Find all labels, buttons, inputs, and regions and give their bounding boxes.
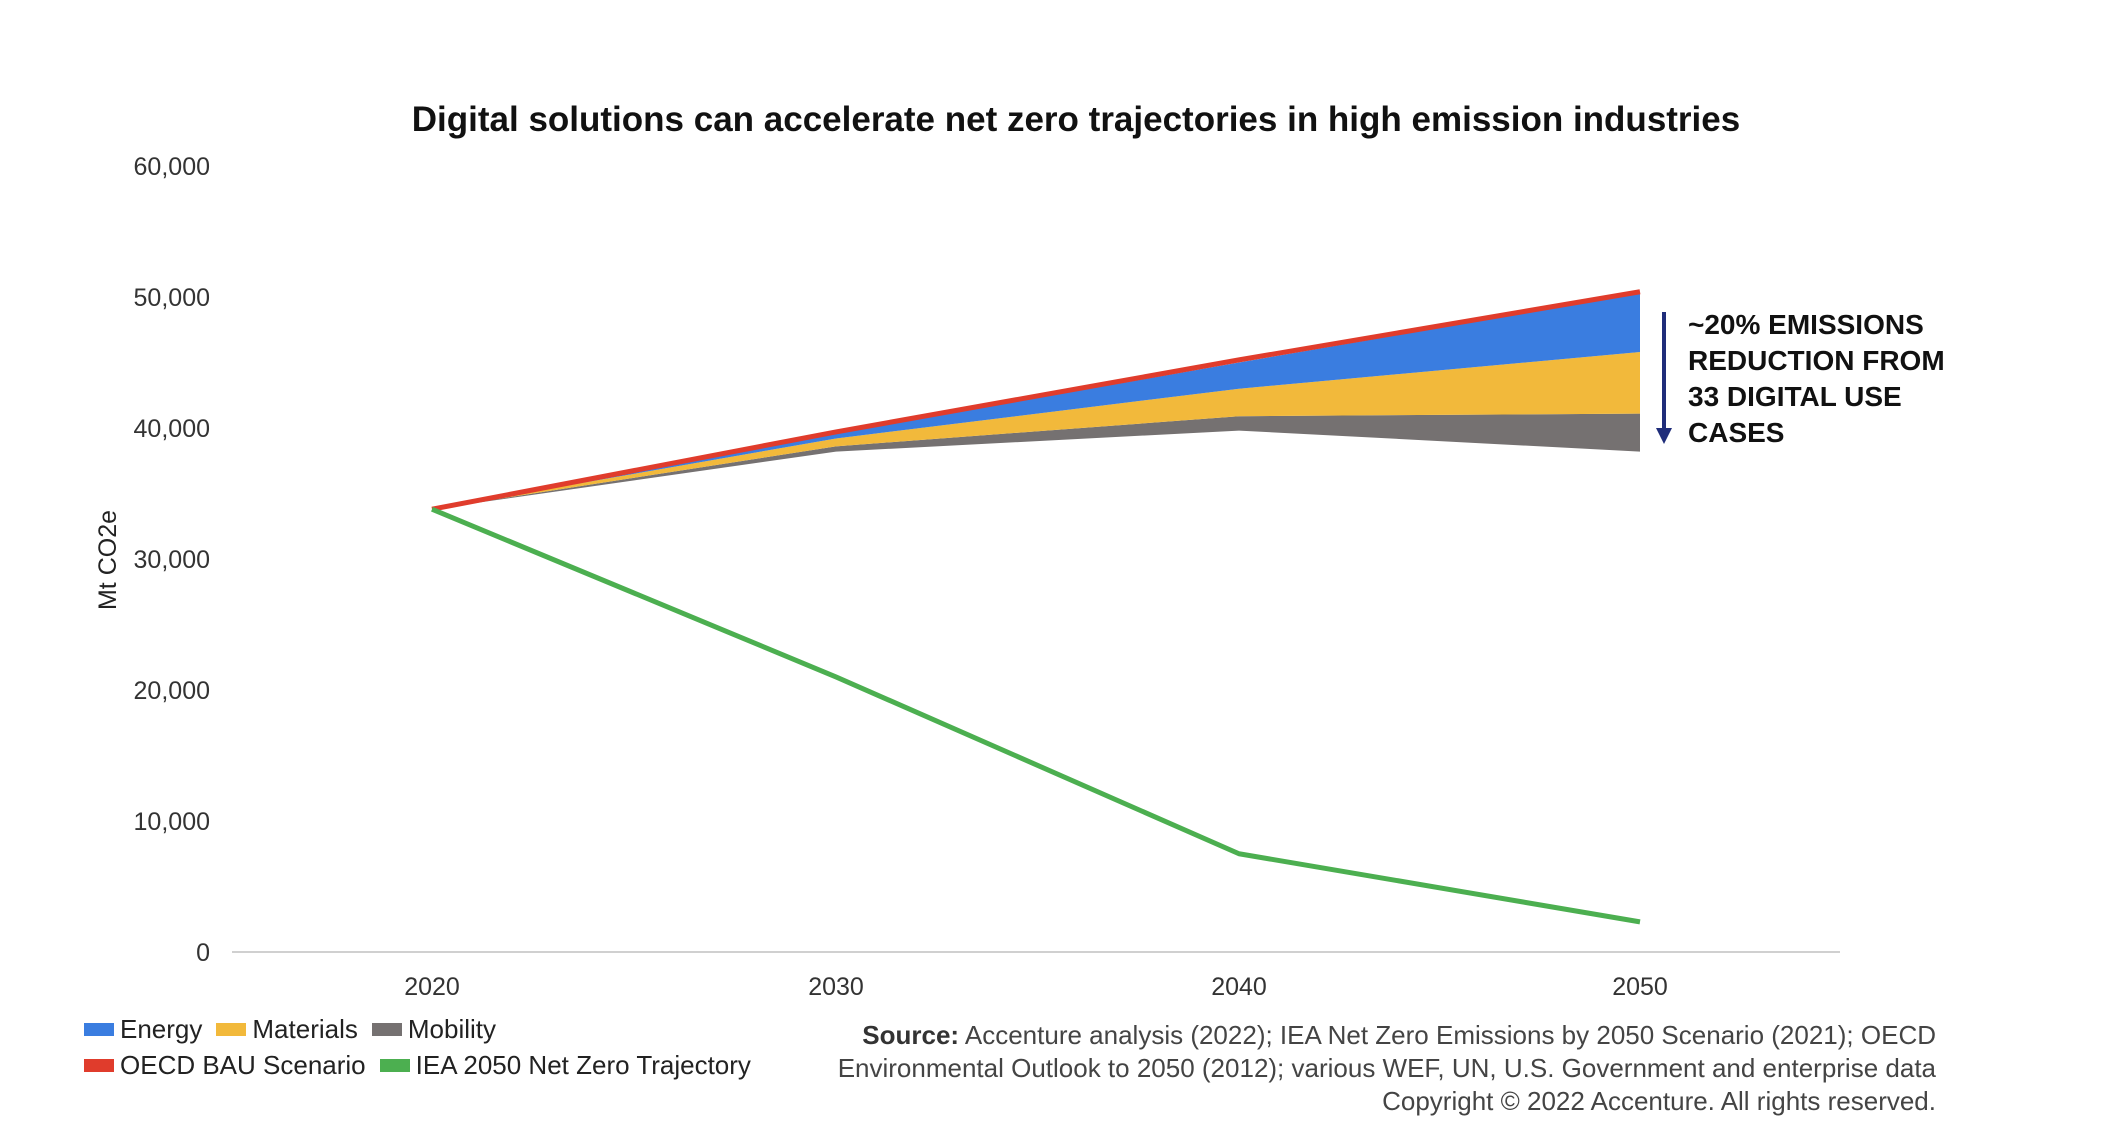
x-tick-label: 2020: [404, 973, 460, 1001]
annotation-arrowhead: [1656, 428, 1672, 444]
legend-row: Energy Materials Mobility: [84, 1012, 804, 1046]
y-tick-label: 50,000: [134, 284, 210, 312]
source-text-1: Accenture analysis (2022); IEA Net Zero …: [964, 1020, 1936, 1050]
x-tick-label: 2040: [1211, 973, 1267, 1001]
y-axis-ticks: 0 10,000 20,000 30,000 40,000 50,000 60,000: [134, 153, 210, 967]
copyright-line: Copyright © 2022 Accenture. All rights r…: [1382, 1086, 1936, 1116]
annotation-text-line: ~20% EMISSIONS: [1688, 309, 1924, 340]
annotation-text-line: CASES: [1688, 417, 1784, 448]
area-materials: [432, 352, 1640, 510]
source-line-2: Environmental Outlook to 2050 (2012); va…: [837, 1053, 1936, 1083]
annotation-text-line: 33 DIGITAL USE: [1688, 381, 1902, 412]
x-tick-label: 2050: [1612, 973, 1668, 1001]
chart-title: Digital solutions can accelerate net zer…: [412, 100, 1740, 139]
legend: Energy Materials Mobility OECD BAU Scena…: [84, 1012, 804, 1084]
x-axis-ticks: 2020 2030 2040 2050: [404, 973, 1668, 1001]
source-label: Source:: [862, 1020, 960, 1050]
legend-row: OECD BAU Scenario IEA 2050 Net Zero Traj…: [84, 1048, 804, 1082]
y-tick-label: 40,000: [134, 415, 210, 443]
series-lines: [431, 289, 1641, 925]
legend-item-materials: Materials: [216, 1013, 358, 1045]
legend-item-iea-net-zero: IEA 2050 Net Zero Trajectory: [379, 1049, 751, 1081]
legend-label-materials: Materials: [252, 1013, 358, 1044]
annotation-text-line: REDUCTION FROM: [1688, 345, 1945, 376]
legend-label-mobility: Mobility: [407, 1013, 497, 1044]
area-mobility: [432, 413, 1640, 510]
legend-label-energy: Energy: [120, 1013, 203, 1044]
x-tick-label: 2030: [808, 973, 864, 1001]
y-tick-label: 10,000: [134, 808, 210, 836]
line-oecd-bau-scenario: [431, 289, 1641, 512]
line-iea-2050-net-zero-trajectory: [431, 506, 1641, 925]
legend-swatch-oecd-bau: [84, 1058, 114, 1072]
legend-item-mobility: Mobility: [371, 1013, 497, 1045]
reduction-annotation: ~20% EMISSIONS REDUCTION FROM 33 DIGITAL U…: [1656, 309, 1945, 448]
y-tick-label: 60,000: [134, 153, 210, 181]
source-note: Source: Accenture analysis (2022); IEA N…: [836, 1019, 1936, 1118]
legend-item-oecd-bau: OECD BAU Scenario: [84, 1050, 366, 1081]
y-tick-label: 30,000: [134, 546, 210, 574]
legend-swatch-materials: [216, 1022, 247, 1036]
area-energy: [432, 293, 1640, 510]
legend-swatch-energy: [84, 1022, 114, 1036]
stacked-areas: [432, 293, 1640, 510]
y-axis-label: Mt CO2e: [94, 510, 122, 610]
source-line-1: Source: Accenture analysis (2022); IEA N…: [836, 1019, 1936, 1052]
y-tick-label: 20,000: [134, 677, 210, 705]
legend-label-iea-net-zero: IEA 2050 Net Zero Trajectory: [415, 1049, 751, 1080]
legend-label-oecd-bau: OECD BAU Scenario: [120, 1049, 366, 1080]
legend-swatch-mobility: [371, 1022, 402, 1036]
legend-item-energy: Energy: [84, 1014, 202, 1045]
legend-swatch-iea-net-zero: [379, 1058, 410, 1072]
y-tick-label: 0: [196, 939, 210, 967]
